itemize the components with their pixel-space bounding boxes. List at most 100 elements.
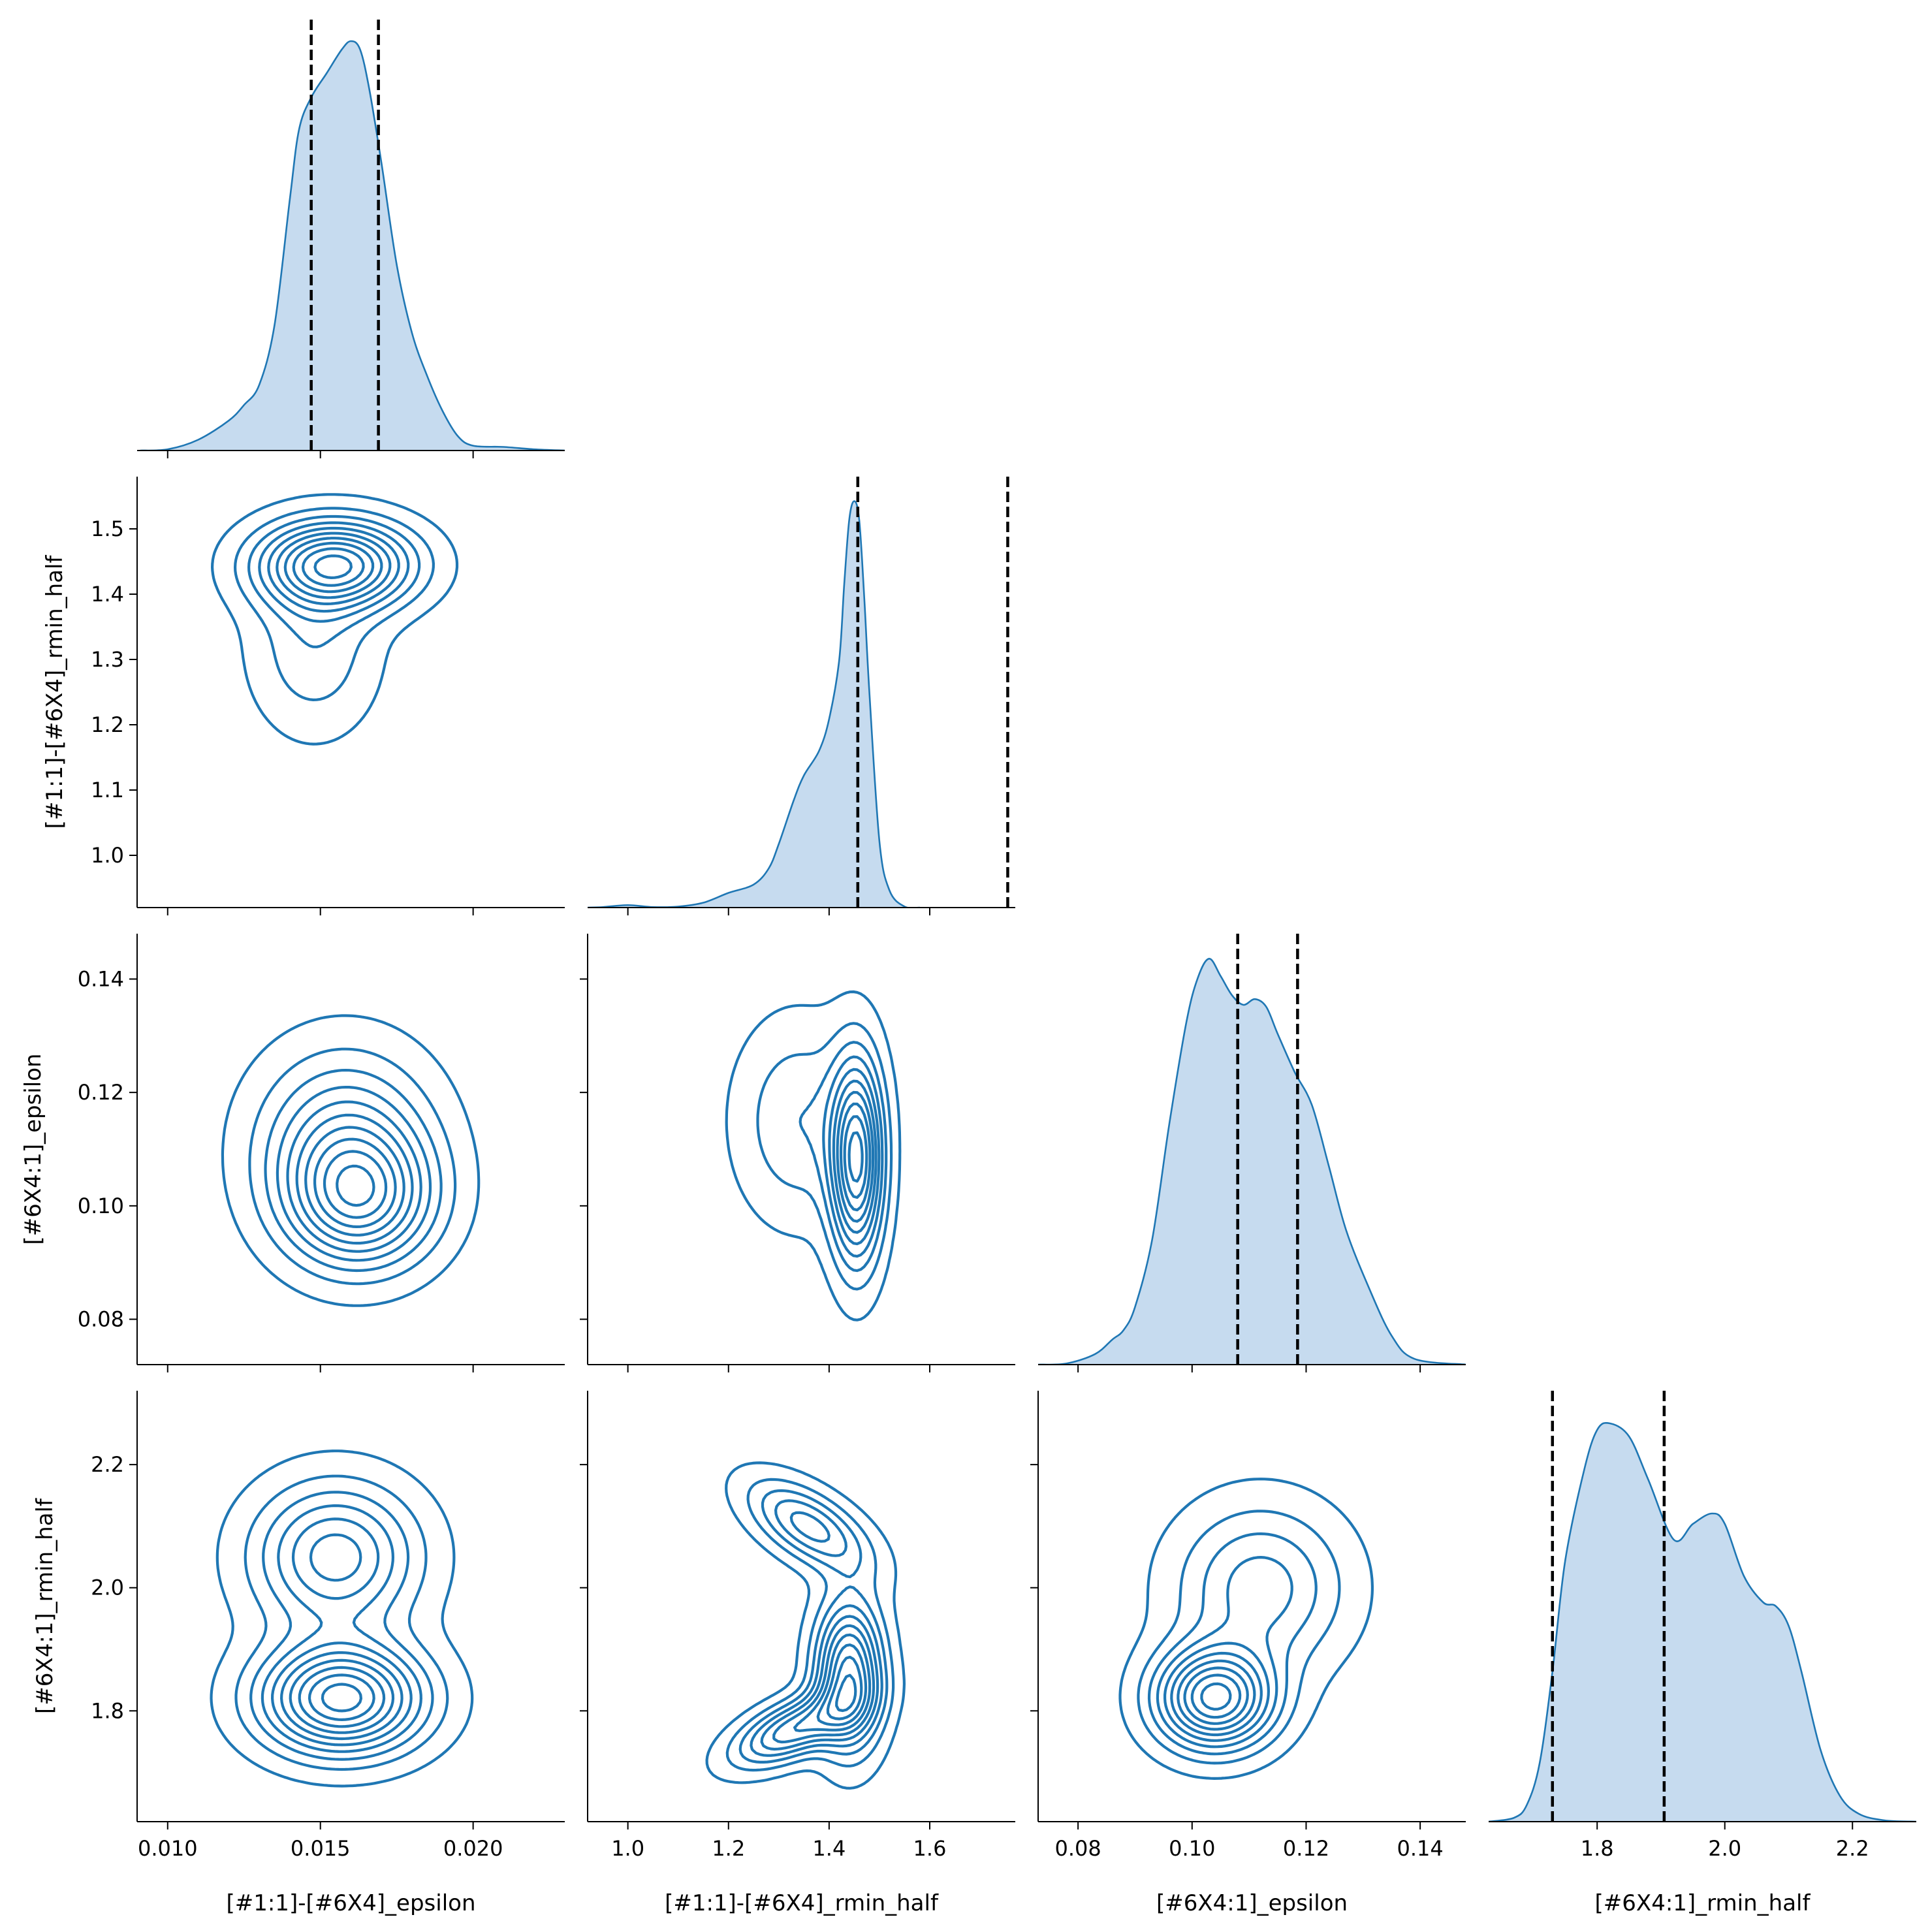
contour-level-10 (313, 554, 353, 579)
x-tick-label: 1.4 (812, 1836, 846, 1861)
plot-area (140, 20, 565, 451)
contour-level-8 (1183, 1666, 1249, 1725)
plot-area (1038, 934, 1466, 1365)
x-axis-label: [#1:1]-[#6X4]_epsilon (226, 1890, 475, 1916)
contour-level-1 (1118, 1478, 1374, 1780)
contour-level-6 (772, 1624, 876, 1744)
contour-level-3 (247, 515, 421, 648)
x-axis-label: [#6X4:1]_epsilon (1156, 1890, 1348, 1916)
x-tick-label: 1.0 (611, 1836, 644, 1861)
contour-level-2 (248, 1047, 457, 1286)
kde-fill (1489, 1423, 1916, 1822)
panel-r3c1: 1.0 1.2 1.4 1.6 (580, 1391, 1015, 1861)
y-tick-label: 1.1 (91, 778, 124, 802)
contour-set (705, 1461, 906, 1790)
x-tick-label: 1.8 (1581, 1836, 1614, 1861)
contour-set (725, 990, 902, 1322)
y-tick-label: 1.3 (91, 647, 124, 672)
contour-set (221, 1014, 481, 1307)
contour-level-5 (271, 1517, 413, 1747)
x-tick-label: 1.2 (712, 1836, 745, 1861)
contour-level-4 (822, 1055, 884, 1258)
x-axis-label: [#6X4:1]_rmin_half (1595, 1890, 1811, 1916)
panel-r3c3: 1.8 2.0 2.2 (1489, 1391, 1916, 1861)
x-tick-label: 0.020 (443, 1836, 503, 1861)
plot-area (588, 477, 1009, 908)
contour-level-8 (313, 1137, 397, 1228)
y-tick-label: 0.10 (78, 1194, 124, 1218)
x-tick-label: 0.015 (291, 1836, 351, 1861)
contour-level-9 (323, 1150, 388, 1219)
contour-level-3 (738, 1489, 889, 1764)
contour-level-4 (750, 1499, 883, 1757)
plot-area (1118, 1478, 1374, 1780)
y-tick-label: 1.4 (91, 582, 124, 607)
contour-level-9 (308, 1673, 375, 1721)
kde-line (1038, 958, 1466, 1365)
contour-level-10 (321, 1683, 362, 1713)
contour-level-3 (249, 1491, 434, 1761)
contour-level-7 (1177, 1659, 1256, 1731)
plot-area (221, 1014, 481, 1307)
x-tick-label: 2.2 (1836, 1836, 1869, 1861)
y-tick-label: 2.0 (91, 1576, 124, 1600)
contour-level-3 (264, 1069, 443, 1273)
contour-set (211, 493, 459, 746)
contour-level-8 (816, 1643, 868, 1726)
plot-area (725, 990, 902, 1322)
contour-level-2 (234, 1474, 449, 1771)
contour-level-1 (210, 1449, 474, 1788)
contour-level-8 (298, 1666, 386, 1728)
x-tick-label: 0.10 (1169, 1836, 1215, 1861)
contour-level-7 (793, 1633, 872, 1732)
y-tick-label: 1.2 (91, 712, 124, 737)
panel-r1c1 (588, 477, 1015, 915)
contour-level-1 (211, 493, 459, 746)
kde-fill (588, 501, 920, 908)
y-tick-label: 0.12 (78, 1080, 124, 1105)
y-tick-label: 0.14 (78, 966, 124, 991)
kde-line (140, 40, 565, 451)
contour-level-4 (258, 521, 410, 623)
x-tick-label: 0.12 (1283, 1836, 1329, 1861)
panel-r0c0 (137, 20, 565, 458)
kde-fill (140, 41, 565, 451)
contour-level-9 (843, 1115, 868, 1199)
contour-level-7 (304, 1126, 405, 1237)
contour-level-9 (301, 547, 365, 587)
y-axis-label: [#6X4:1]_epsilon (20, 1053, 46, 1244)
contour-level-4 (276, 1086, 432, 1262)
x-tick-label: 0.010 (138, 1836, 198, 1861)
contour-level-5 (760, 1511, 879, 1751)
contour-level-10 (835, 1673, 857, 1713)
contour-level-2 (725, 1478, 895, 1772)
contour-level-9 (1190, 1673, 1242, 1719)
contour-level-7 (289, 1658, 395, 1734)
kde-fill (1038, 958, 1466, 1365)
contour-level-4 (1156, 1556, 1293, 1749)
contour-level-7 (836, 1090, 875, 1223)
kde-line (588, 500, 920, 908)
y-tick-label: 1.8 (91, 1698, 124, 1723)
contour-level-4 (261, 1504, 422, 1753)
panel-r2c0: 0.08 0.10 0.12 0.14 (78, 934, 565, 1372)
y-tick-label: 2.2 (91, 1452, 124, 1477)
contour-set (210, 1449, 474, 1788)
plot-area (1489, 1391, 1916, 1822)
plot-area (211, 493, 459, 746)
contour-level-7 (283, 537, 383, 599)
x-tick-label: 0.08 (1055, 1836, 1101, 1861)
contour-level-1 (725, 990, 902, 1322)
y-axis-label: [#6X4:1]_rmin_half (32, 1498, 58, 1714)
contour-level-6 (832, 1079, 878, 1234)
kde-line (1489, 1421, 1916, 1822)
panel-r2c1 (580, 934, 1015, 1372)
contour-level-3 (799, 1041, 888, 1273)
contour-level-5 (286, 1100, 422, 1253)
contour-level-2 (1137, 1510, 1341, 1765)
contour-level-10 (847, 1131, 864, 1183)
contour-level-5 (828, 1068, 881, 1246)
contour-level-10 (1200, 1682, 1232, 1711)
contour-level-2 (234, 507, 435, 701)
